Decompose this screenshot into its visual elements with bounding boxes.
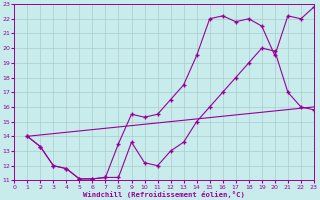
X-axis label: Windchill (Refroidissement éolien,°C): Windchill (Refroidissement éolien,°C)	[83, 191, 245, 198]
